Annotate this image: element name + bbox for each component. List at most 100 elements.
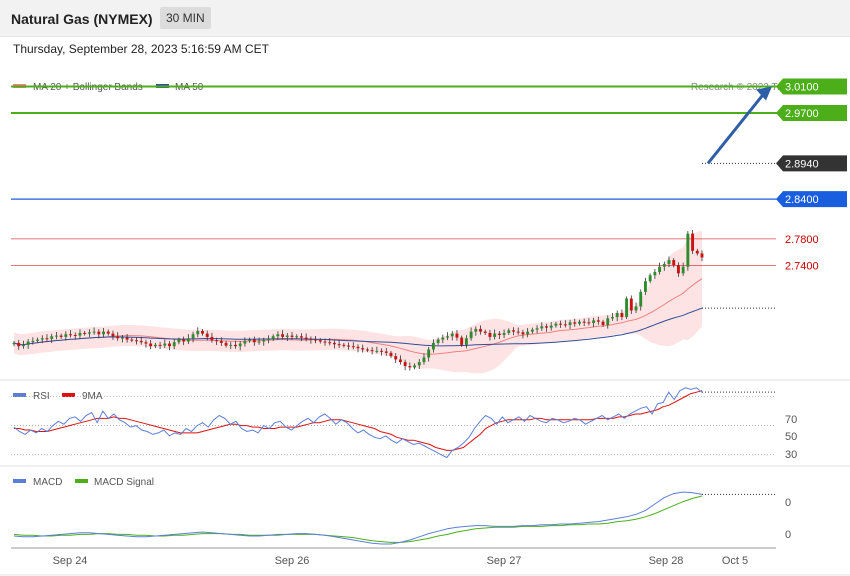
candle-body	[196, 330, 200, 335]
candle-body	[512, 330, 515, 332]
candle-body	[257, 341, 261, 343]
candle-body	[40, 338, 44, 340]
candle-body	[243, 340, 247, 344]
candle-body	[97, 331, 101, 335]
candle-body	[403, 362, 407, 367]
candle-body	[516, 331, 520, 333]
x-tick-sep28: Sep 28	[649, 555, 684, 567]
candle-body	[276, 334, 280, 337]
candle-body	[106, 331, 110, 334]
candle-body	[540, 326, 544, 329]
macd-signal-line	[13, 495, 703, 543]
candle-body	[464, 338, 468, 345]
candle-body	[596, 320, 600, 322]
candle-body	[300, 336, 303, 338]
candle-body	[648, 275, 652, 282]
candle-body	[700, 253, 704, 258]
candle-body	[87, 332, 91, 334]
candle-body	[686, 233, 690, 267]
report-datetime: Thursday, September 28, 2023 5:16:59 AM …	[13, 42, 269, 56]
candle-body	[431, 342, 435, 350]
candle-body	[384, 351, 388, 353]
candle-body	[592, 320, 596, 324]
candle-body	[601, 321, 605, 325]
x-tick-oct5: Oct 5	[722, 555, 748, 567]
candle-body	[351, 346, 355, 348]
candle-body	[497, 333, 501, 335]
candle-body	[606, 318, 610, 325]
candle-body	[186, 338, 190, 342]
candle-body	[177, 339, 181, 343]
candle-body	[582, 321, 586, 323]
candle-body	[380, 350, 384, 352]
candle-body	[153, 344, 157, 347]
price-level-label-4: 2.7800	[785, 234, 819, 246]
price-level-label-1: 2.9700	[785, 108, 819, 120]
candle-body	[201, 330, 204, 334]
candle-body	[267, 338, 270, 341]
projection-arrow-shaft	[706, 92, 766, 165]
chart-header: Natural Gas (NYMEX) 30 MIN	[0, 0, 850, 37]
candle-body	[26, 341, 30, 345]
candle-body	[370, 350, 374, 352]
candle-body	[662, 264, 666, 267]
candle-body	[318, 340, 322, 342]
candle-body	[408, 366, 412, 368]
candle-body	[158, 344, 162, 346]
candle-body	[54, 335, 58, 337]
candle-body	[507, 330, 511, 333]
legend-rsi-ma-swatch	[62, 393, 75, 397]
candle-body	[629, 298, 633, 311]
legend-macd-label: MACD	[33, 477, 62, 488]
candle-body	[73, 334, 77, 336]
candle-body	[290, 335, 294, 337]
macd-line	[13, 491, 703, 545]
candle-body	[50, 336, 54, 339]
candle-body	[59, 335, 63, 337]
candle-body	[172, 342, 176, 347]
candle-body	[526, 331, 530, 335]
candle-body	[450, 333, 454, 337]
candle-body	[120, 337, 124, 339]
candle-body	[182, 339, 186, 342]
candle-body	[436, 339, 440, 343]
candle-body	[31, 340, 35, 342]
candle-body	[365, 349, 369, 351]
candle-body	[615, 313, 619, 318]
candle-body	[64, 334, 68, 337]
candle-body	[620, 313, 624, 318]
legend-macd-swatch	[13, 479, 26, 483]
candle-body	[389, 352, 393, 357]
candle-body	[78, 332, 82, 336]
price-level-tag-0	[776, 78, 847, 95]
candle-body	[644, 281, 647, 292]
candle-body	[691, 233, 695, 251]
rsi-tick-50: 50	[785, 431, 797, 443]
rsi-tick-70: 70	[785, 414, 797, 426]
instrument-title: Natural Gas (NYMEX)	[11, 11, 153, 27]
candle-body	[191, 334, 195, 339]
candle-body	[17, 342, 21, 347]
x-tick-sep24: Sep 24	[53, 555, 88, 567]
candle-body	[314, 339, 318, 341]
macd-tick-lower: 0	[785, 529, 791, 541]
candle-body	[252, 339, 256, 343]
candle-body	[262, 340, 266, 342]
candle-body	[69, 334, 72, 336]
candle-body	[205, 333, 209, 337]
candle-body	[563, 324, 567, 326]
candle-body	[12, 342, 16, 345]
candle-body	[681, 266, 685, 274]
candle-body	[36, 339, 40, 341]
candle-body	[502, 332, 506, 335]
timeframe-badge[interactable]: 30 MIN	[160, 7, 211, 29]
candle-body	[125, 337, 129, 340]
candle-body	[611, 317, 614, 319]
candle-body	[530, 329, 534, 332]
candle-body	[676, 265, 680, 274]
candle-body	[422, 357, 426, 363]
bollinger-band	[14, 230, 702, 374]
candle-body	[139, 340, 143, 343]
candle-body	[135, 340, 138, 342]
